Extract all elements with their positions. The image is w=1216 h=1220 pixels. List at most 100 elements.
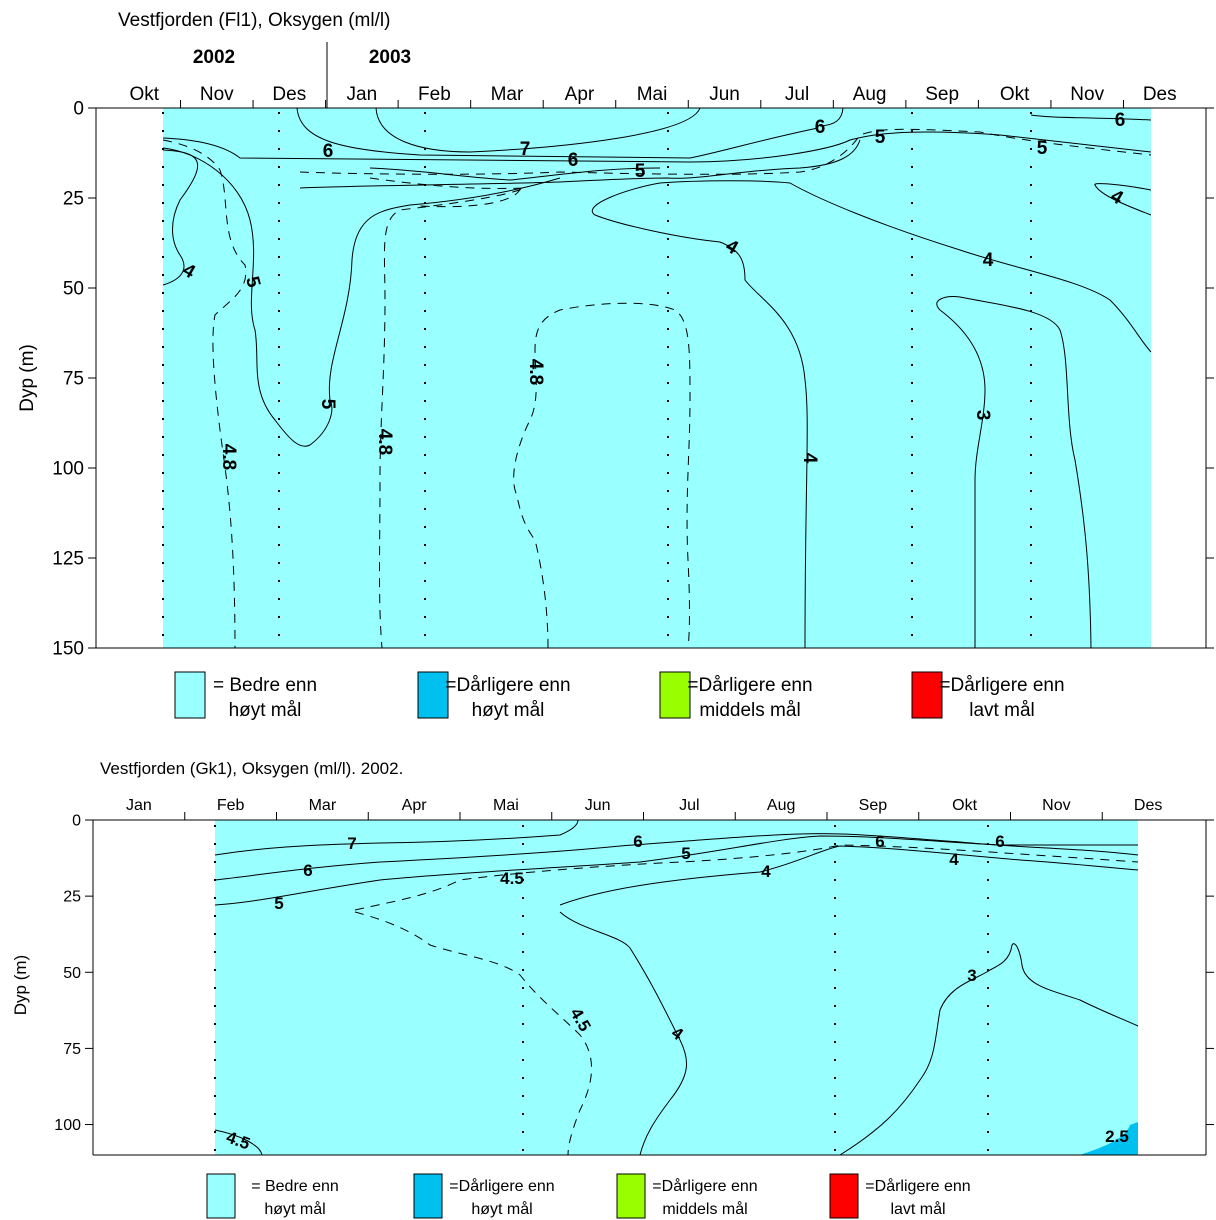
contour-label: 6 — [1115, 110, 1126, 131]
legend-swatch-worse_medium — [659, 671, 691, 719]
legend-swatch-worse_low — [829, 1173, 859, 1219]
contour-label: 4.8 — [525, 359, 546, 385]
legend-label: = Bedre enn — [213, 675, 317, 696]
legend-label: middels mål — [699, 700, 800, 721]
chart-2: Vestfjorden (Gk1), Oksygen (ml/l). 2002.… — [11, 759, 1214, 1156]
legend-label: = Bedre enn — [251, 1178, 339, 1195]
legend-label: =Dårligere enn — [865, 1177, 970, 1195]
y-tick-label: 25 — [63, 889, 81, 906]
y-tick-label: 150 — [52, 639, 84, 660]
contour-label: 4.8 — [218, 444, 239, 470]
month-label: Feb — [418, 84, 451, 105]
month-label: Nov — [200, 84, 234, 105]
legend-label: høyt mål — [264, 1200, 325, 1218]
contour-label: 6 — [815, 117, 826, 138]
contour-label: 5 — [635, 161, 646, 182]
chart-1-contour-labels: 6 7 6 5 6 5 5 6 4 4 4 4 5 4.8 4.8 4.8 5 … — [179, 110, 1127, 470]
month-label: Apr — [402, 797, 428, 814]
y-tick-label: 75 — [63, 369, 84, 390]
legend-label: høyt mål — [229, 700, 302, 721]
chart-2-y-axis-label: Dyp (m) — [11, 955, 30, 1015]
y-tick-label: 100 — [52, 459, 84, 480]
month-label: Des — [1143, 84, 1177, 105]
month-label: Okt — [952, 797, 977, 814]
chart-2-fill — [215, 820, 1138, 1155]
month-label: Okt — [1000, 84, 1030, 105]
chart-2-contours-dashed — [354, 844, 1139, 1156]
legend-label: =Dårligere enn — [687, 675, 812, 696]
contour-label: 5 — [1037, 138, 1048, 159]
y-tick-label: 50 — [63, 965, 81, 982]
month-label: Aug — [853, 84, 887, 105]
chart-1-title: Vestfjorden (Fl1), Oksygen (ml/l) — [118, 10, 390, 31]
legend-label: middels mål — [662, 1200, 747, 1218]
legend-swatch-worse_high — [413, 1173, 443, 1219]
contour-label: 5 — [317, 399, 338, 410]
legend-label: =Dårligere enn — [939, 675, 1064, 696]
month-label: Apr — [565, 84, 595, 105]
legend-label: lavt mål — [890, 1200, 945, 1218]
month-label: Sep — [925, 84, 959, 105]
contour-label: 6 — [875, 832, 884, 851]
chart-1: Vestfjorden (Fl1), Oksygen (ml/l) 2002 2… — [17, 10, 1214, 660]
legend-swatch-better_high — [174, 671, 206, 719]
legend-label: lavt mål — [969, 700, 1034, 721]
contour-label: 5 — [875, 127, 886, 148]
chart-2-legend: = Bedre enn høyt mål =Dårligere enn høyt må… — [206, 1173, 971, 1219]
contour-label: 6 — [323, 141, 334, 162]
contour-label: 3 — [967, 966, 976, 985]
y-tick-label: 25 — [63, 189, 84, 210]
chart-2-worse-high-region — [1080, 1122, 1138, 1155]
month-label: Des — [1134, 797, 1162, 814]
chart-2-month-axis: Jan Feb Mar Apr Mai Jun Jul Aug Sep Okt Nov Des — [126, 797, 1162, 820]
month-label: Sep — [859, 797, 888, 814]
legend-swatch-worse_high — [417, 671, 449, 719]
chart-2-title: Vestfjorden (Gk1), Oksygen (ml/l). 2002. — [100, 759, 403, 778]
month-label: Mar — [491, 84, 524, 105]
month-label: Jan — [347, 84, 378, 105]
legend-swatch-worse_low — [911, 671, 943, 719]
legend-label: =Dårligere enn — [445, 675, 570, 696]
legend-swatch-worse_medium — [616, 1173, 646, 1219]
month-label: Jun — [585, 797, 611, 814]
contour-label: 3 — [972, 410, 993, 421]
legend-swatch-better_high — [206, 1173, 236, 1219]
legend-label: =Dårligere enn — [652, 1177, 757, 1195]
legend-label: =Dårligere enn — [449, 1177, 554, 1195]
month-label: Mai — [493, 797, 519, 814]
contour-label: 6 — [568, 150, 579, 171]
contour-label: 4 — [761, 862, 771, 881]
contour-label: 6 — [303, 861, 312, 880]
y-tick-label: 0 — [73, 99, 84, 120]
contour-label: 4.8 — [374, 429, 395, 455]
legend-label: høyt mål — [471, 1200, 532, 1218]
month-label: Jun — [709, 84, 740, 105]
month-label: Aug — [767, 797, 795, 814]
y-tick-label: 50 — [63, 279, 84, 300]
contour-label: 7 — [347, 834, 356, 853]
chart-1-legend: = Bedre enn høyt mål =Dårligere enn høyt må… — [174, 671, 1065, 721]
contour-label: 6 — [633, 832, 642, 851]
month-label: Feb — [217, 797, 245, 814]
chart-1-contours-dashed — [162, 128, 1152, 649]
y-tick-label: 0 — [72, 813, 81, 830]
contour-label: 2.5 — [1105, 1127, 1129, 1146]
chart-1-y-axis-ticks: 0 25 50 75 100 125 150 — [52, 99, 1214, 660]
chart-1-fill — [163, 108, 1151, 648]
month-label: Jul — [679, 797, 699, 814]
contour-label: 6 — [995, 832, 1004, 851]
y-tick-label: 100 — [54, 1117, 81, 1134]
year-label-2003: 2003 — [369, 47, 411, 68]
year-label-2002: 2002 — [193, 47, 235, 68]
contour-label: 4 — [949, 850, 959, 869]
month-label: Jul — [785, 84, 809, 105]
y-tick-label: 125 — [52, 549, 84, 570]
contour-label: 5 — [681, 844, 690, 863]
contour-label: 4 — [799, 453, 820, 464]
chart-1-month-axis: Okt Nov Des Jan Feb Mar Apr Mai Jun Jul Aug Sep Okt N… — [129, 84, 1177, 108]
contour-label: 4.5 — [500, 869, 524, 888]
y-tick-label: 75 — [63, 1041, 81, 1058]
contour-label: 5 — [274, 894, 283, 913]
